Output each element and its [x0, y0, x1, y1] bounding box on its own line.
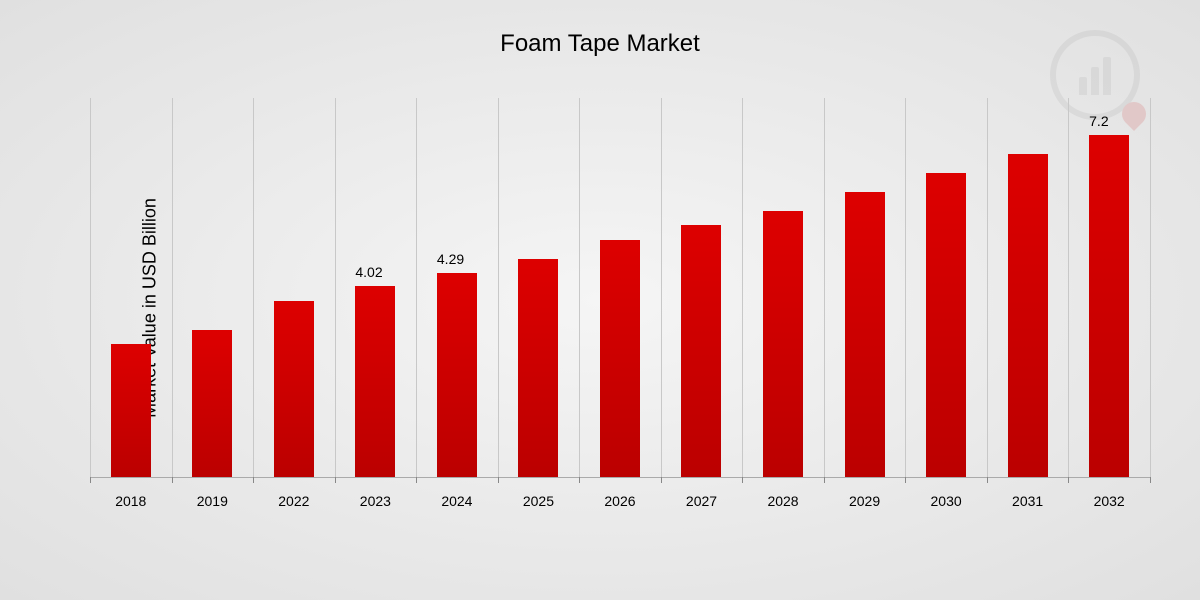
x-tick-label: 2029: [824, 493, 906, 509]
chart-area: Market Value in USD Billion 4.024.297.2 …: [90, 98, 1150, 518]
bar-group: [90, 344, 172, 477]
tick-mark: [1150, 477, 1151, 483]
tick-mark: [172, 477, 173, 483]
tick-mark: [661, 477, 662, 483]
bar: [1008, 154, 1048, 477]
bar: [926, 173, 966, 477]
bar: 4.02: [355, 286, 395, 477]
x-tick-label: 2019: [172, 493, 254, 509]
bar-group: [579, 240, 661, 478]
bar-group: [905, 173, 987, 477]
bar-group: [498, 259, 580, 478]
chart-title: Foam Tape Market: [20, 30, 1180, 58]
bars-wrapper: 4.02 4.29 7.2: [90, 98, 1150, 477]
bar-group: 4.02: [335, 286, 417, 477]
tick-mark: [90, 477, 91, 483]
bar-group: [742, 211, 824, 477]
bar: [518, 259, 558, 478]
bar: 7.2: [1089, 135, 1129, 477]
bar-group: [172, 330, 254, 477]
bar-group: [253, 301, 335, 477]
bar: [763, 211, 803, 477]
bar-value-label: 4.02: [355, 264, 382, 280]
tick-mark: [579, 477, 580, 483]
bar-value-label: 7.2: [1089, 113, 1108, 129]
tick-mark: [498, 477, 499, 483]
bar-group: [987, 154, 1069, 477]
plot-area: 4.02 4.29 7.2: [90, 98, 1150, 478]
x-tick-label: 2028: [742, 493, 824, 509]
x-tick-label: 2026: [579, 493, 661, 509]
x-tick-label: 2032: [1068, 493, 1150, 509]
bar-group: 7.2: [1068, 135, 1150, 477]
bar: [274, 301, 314, 477]
bar: [600, 240, 640, 478]
x-tick-label: 2023: [335, 493, 417, 509]
x-tick-label: 2031: [987, 493, 1069, 509]
bar: [681, 225, 721, 477]
tick-mark: [253, 477, 254, 483]
x-tick-label: 2025: [498, 493, 580, 509]
chart-container: Foam Tape Market Market Value in USD Bil…: [0, 0, 1200, 600]
tick-mark: [987, 477, 988, 483]
gridline: [1150, 98, 1151, 477]
bar: [845, 192, 885, 477]
tick-mark: [416, 477, 417, 483]
bar-value-label: 4.29: [437, 251, 464, 267]
x-tick-label: 2030: [905, 493, 987, 509]
tick-mark: [824, 477, 825, 483]
tick-mark: [1068, 477, 1069, 483]
x-tick-label: 2018: [90, 493, 172, 509]
x-tick-label: 2022: [253, 493, 335, 509]
tick-mark: [905, 477, 906, 483]
bar: [192, 330, 232, 477]
bar-group: 4.29: [416, 273, 498, 477]
tick-mark: [742, 477, 743, 483]
bar: [111, 344, 151, 477]
bar-group: [661, 225, 743, 477]
tick-mark: [335, 477, 336, 483]
bar: 4.29: [437, 273, 477, 477]
x-axis: 2018201920222023202420252026202720282029…: [90, 493, 1150, 509]
bar-group: [824, 192, 906, 477]
x-tick-label: 2027: [661, 493, 743, 509]
x-tick-label: 2024: [416, 493, 498, 509]
